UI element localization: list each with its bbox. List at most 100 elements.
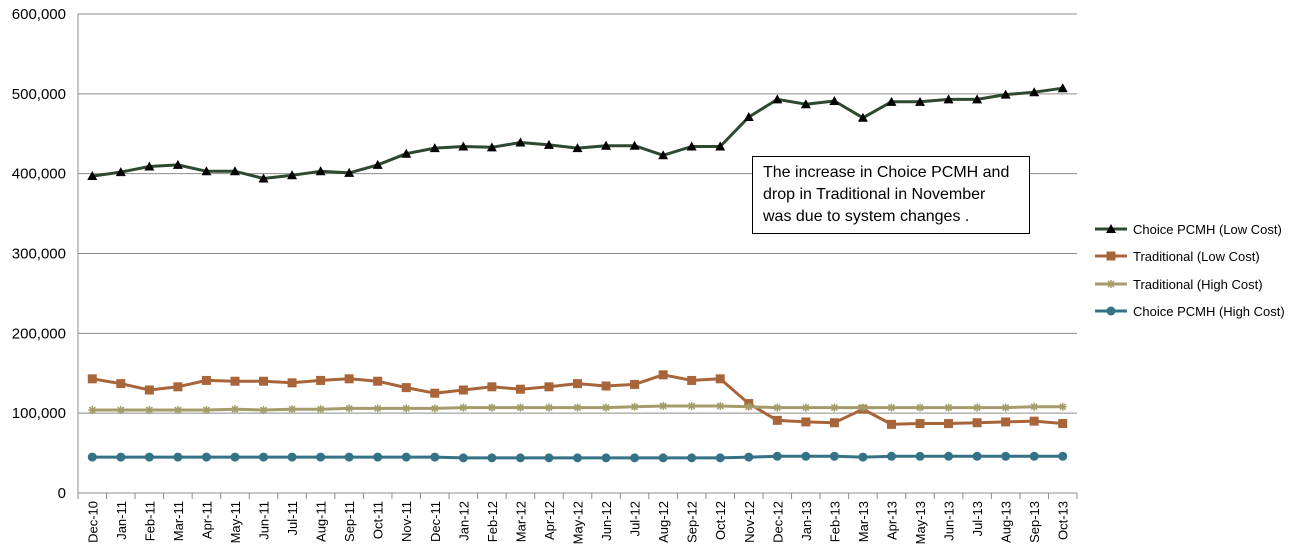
legend: Choice PCMH (Low Cost) Traditional (Low C… [1095, 222, 1285, 319]
x-tick-label: Oct-12 [713, 501, 728, 540]
data-point [287, 378, 297, 388]
data-point [1001, 403, 1010, 412]
data-point [772, 415, 782, 425]
data-point [345, 404, 354, 413]
data-point [144, 385, 154, 395]
data-point [459, 403, 468, 412]
data-point [944, 451, 954, 461]
data-point [1030, 402, 1039, 411]
data-point [1058, 402, 1067, 411]
x-tick-label: Sep-12 [685, 501, 700, 543]
data-point [916, 403, 925, 412]
legend-label: Choice PCMH (Low Cost) [1133, 222, 1282, 237]
data-point [288, 405, 297, 414]
data-point [486, 142, 497, 152]
data-point [401, 148, 412, 158]
data-point [88, 405, 97, 414]
x-tick-label: Feb-13 [827, 501, 842, 542]
data-point [230, 452, 240, 462]
data-point [173, 382, 183, 392]
x-tick-label: Apr-11 [199, 501, 214, 539]
data-point [458, 453, 468, 463]
data-point [259, 376, 269, 386]
data-point [543, 139, 554, 149]
x-tick-label: Apr-12 [542, 501, 557, 540]
data-point [1000, 89, 1011, 99]
data-point [316, 375, 326, 385]
data-point [373, 404, 382, 413]
data-point [1029, 87, 1040, 97]
legend-marker [1106, 306, 1116, 316]
data-point [915, 96, 926, 106]
data-point [201, 452, 211, 462]
x-tick-label: Mar-12 [513, 501, 528, 542]
data-point [487, 453, 497, 463]
data-point [944, 403, 953, 412]
data-point [315, 166, 326, 176]
data-point [144, 161, 155, 171]
data-point [458, 385, 468, 395]
x-tick-label: Nov-12 [742, 501, 757, 543]
x-tick-label: Aug-11 [314, 501, 329, 542]
data-point [659, 401, 668, 410]
series-4 [87, 451, 1068, 463]
data-point [402, 404, 411, 413]
data-point [658, 150, 669, 160]
data-point [429, 143, 440, 153]
data-point [630, 379, 640, 389]
data-point [687, 401, 696, 410]
legend-item: Choice PCMH (Low Cost) [1095, 222, 1282, 237]
data-point [202, 405, 211, 414]
data-point [116, 405, 125, 414]
data-point [630, 402, 639, 411]
data-point [801, 451, 811, 461]
x-tick-label: Oct-11 [371, 501, 386, 539]
x-tick-label: Jul-13 [970, 501, 985, 536]
data-point [830, 403, 839, 412]
data-point [1058, 419, 1068, 429]
data-point [715, 453, 725, 463]
data-point [1058, 451, 1068, 461]
data-point [259, 452, 269, 462]
series-3 [88, 401, 1067, 414]
data-point [886, 451, 896, 461]
data-point [629, 140, 640, 150]
data-point [972, 418, 982, 428]
data-point [229, 166, 240, 176]
data-point [515, 453, 525, 463]
data-point [230, 405, 239, 414]
data-point [687, 453, 697, 463]
data-point [687, 375, 697, 385]
data-point [829, 451, 839, 461]
data-point [601, 381, 611, 391]
data-point [743, 111, 754, 121]
x-tick-label: Jul-11 [285, 501, 300, 535]
x-tick-label: May-11 [228, 501, 243, 543]
data-point [1057, 83, 1068, 93]
data-point [287, 170, 298, 180]
data-point [573, 379, 582, 389]
data-point [772, 94, 783, 104]
data-point [115, 167, 126, 177]
data-point [658, 370, 668, 380]
data-point [344, 167, 355, 177]
y-tick-label: 100,000 [12, 405, 66, 422]
data-point [972, 451, 982, 461]
data-point [430, 388, 440, 398]
data-point [487, 403, 496, 412]
x-tick-label: Apr-13 [884, 501, 899, 540]
data-point [1029, 451, 1039, 461]
data-point [800, 99, 811, 109]
x-tick-label: May-12 [571, 501, 586, 544]
data-point [715, 141, 726, 151]
data-point [87, 171, 98, 181]
series-2 [87, 370, 1068, 429]
legend-marker [1106, 224, 1116, 233]
data-point [572, 143, 583, 153]
data-point [544, 453, 554, 463]
x-tick-label: Dec-10 [85, 501, 100, 543]
data-point [87, 452, 97, 462]
series-1 [87, 83, 1068, 183]
x-tick-label: Jun-12 [599, 501, 614, 541]
data-point [1029, 416, 1039, 426]
